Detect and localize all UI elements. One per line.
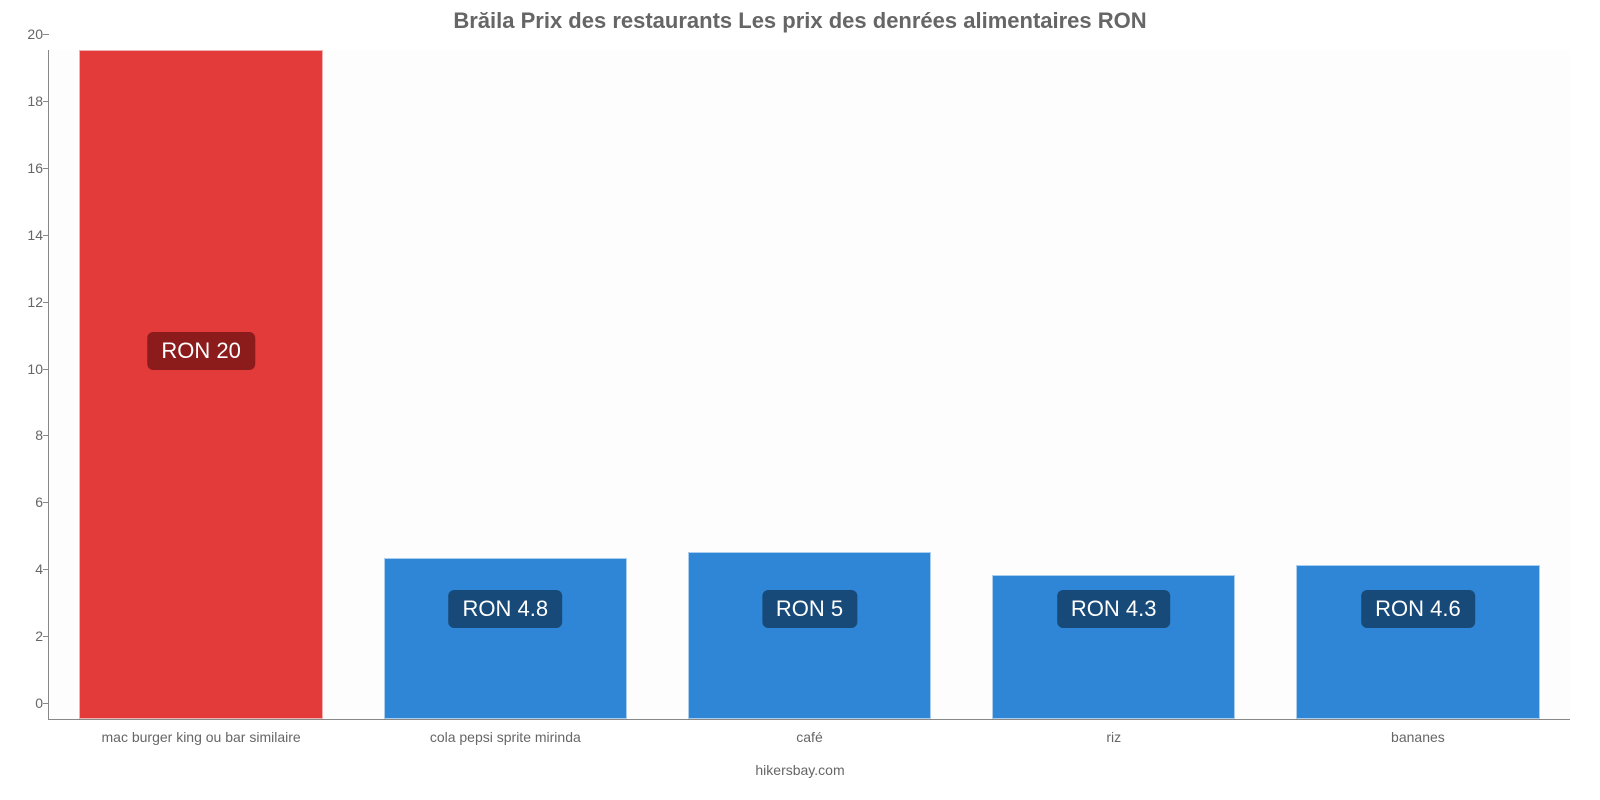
value-label: RON 4.3 bbox=[1057, 590, 1171, 628]
x-label: riz bbox=[1106, 729, 1121, 745]
bar-slot: RON 20mac burger king ou bar similaire bbox=[49, 50, 353, 719]
x-label: mac burger king ou bar similaire bbox=[101, 729, 300, 745]
credit-text: hikersbay.com bbox=[0, 762, 1600, 778]
y-tick: 4 bbox=[9, 561, 43, 577]
bar-slot: RON 4.3riz bbox=[962, 50, 1266, 719]
price-bar-chart: Brăila Prix des restaurants Les prix des… bbox=[0, 0, 1600, 800]
bar-slot: RON 4.8cola pepsi sprite mirinda bbox=[353, 50, 657, 719]
bar bbox=[688, 552, 931, 719]
value-label: RON 4.6 bbox=[1361, 590, 1475, 628]
x-label: bananes bbox=[1391, 729, 1445, 745]
bar bbox=[384, 558, 627, 719]
y-tick: 0 bbox=[9, 695, 43, 711]
y-tick: 6 bbox=[9, 494, 43, 510]
bars-container: RON 20mac burger king ou bar similaireRO… bbox=[49, 50, 1570, 719]
y-tick: 20 bbox=[9, 26, 43, 42]
y-tick: 16 bbox=[9, 160, 43, 176]
bar bbox=[1296, 565, 1539, 719]
value-label: RON 5 bbox=[762, 590, 857, 628]
y-tick: 18 bbox=[9, 93, 43, 109]
y-tick: 12 bbox=[9, 294, 43, 310]
x-label: cola pepsi sprite mirinda bbox=[430, 729, 581, 745]
bar bbox=[79, 50, 322, 719]
bar-slot: RON 4.6bananes bbox=[1266, 50, 1570, 719]
value-label: RON 4.8 bbox=[449, 590, 563, 628]
plot-area: RON 20mac burger king ou bar similaireRO… bbox=[48, 50, 1570, 720]
y-tick: 2 bbox=[9, 628, 43, 644]
x-label: café bbox=[796, 729, 822, 745]
y-tick: 14 bbox=[9, 227, 43, 243]
bar-slot: RON 5café bbox=[657, 50, 961, 719]
y-tick: 10 bbox=[9, 361, 43, 377]
chart-title: Brăila Prix des restaurants Les prix des… bbox=[0, 8, 1600, 34]
y-tick: 8 bbox=[9, 427, 43, 443]
value-label: RON 20 bbox=[147, 332, 254, 370]
